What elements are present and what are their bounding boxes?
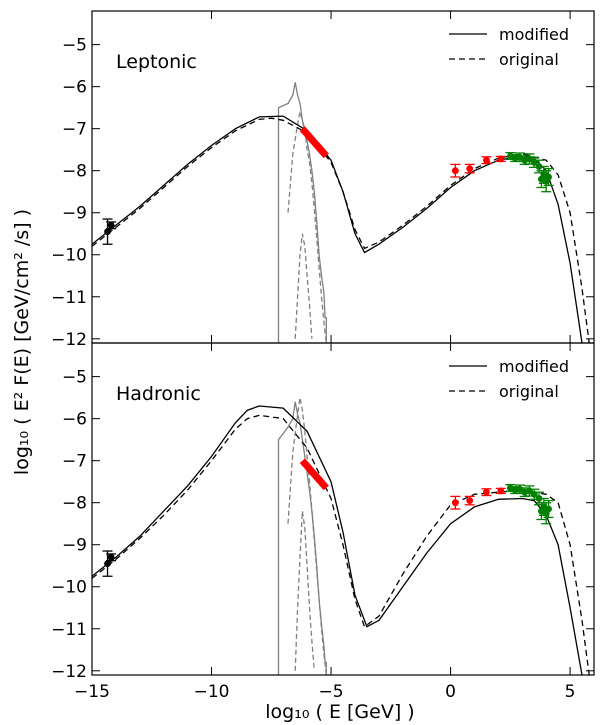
x-tick-label: −15 bbox=[74, 682, 110, 702]
legend: modified original bbox=[449, 25, 569, 69]
component-curve bbox=[287, 111, 327, 344]
gamma-data-point bbox=[545, 173, 552, 181]
radio-data-point bbox=[104, 228, 111, 236]
y-tick-label: −5 bbox=[62, 368, 87, 388]
component-curve bbox=[294, 233, 313, 339]
y-tick-label: −6 bbox=[62, 410, 87, 430]
xray-data-point bbox=[497, 487, 505, 495]
xray-data-point bbox=[483, 156, 490, 164]
xray-data-point bbox=[497, 155, 505, 163]
xray-data-point bbox=[466, 497, 474, 504]
xray-data-point bbox=[483, 488, 490, 496]
panel-label: Leptonic bbox=[116, 51, 197, 73]
component-curve bbox=[277, 82, 327, 343]
panel-hadronic: −12 −11 −10 −9 −8 −7 −6 −5 −15 −10 −5 0 5 Hadronic mod… bbox=[51, 342, 595, 702]
y-tick-label: −7 bbox=[62, 120, 87, 140]
legend: modified original bbox=[449, 357, 569, 401]
series-modified-line bbox=[91, 115, 583, 344]
optical-bowtie bbox=[299, 458, 329, 491]
y-tick-label: −11 bbox=[51, 288, 87, 308]
y-tick-label: −7 bbox=[62, 452, 87, 472]
x-tick-label: −10 bbox=[194, 682, 230, 702]
y-axis-label: log₁₀ ( E² F(E) [GeV/cm² /s] ) bbox=[11, 209, 33, 475]
xray-data-point bbox=[451, 167, 459, 175]
y-tick-label: −12 bbox=[51, 662, 87, 682]
y-tick-label: −10 bbox=[51, 578, 87, 598]
legend-label: modified bbox=[499, 25, 569, 44]
y-tick-label: −12 bbox=[51, 330, 87, 350]
series-modified-line bbox=[91, 405, 583, 676]
legend-label: modified bbox=[499, 357, 569, 376]
radio-data-point bbox=[104, 560, 111, 568]
legend-label: original bbox=[499, 50, 559, 69]
y-tick-label: −10 bbox=[51, 246, 87, 266]
panel-label: Hadronic bbox=[116, 383, 201, 405]
legend-label: original bbox=[499, 382, 559, 401]
x-tick-label: 5 bbox=[565, 682, 576, 702]
y-tick-label: −5 bbox=[62, 36, 87, 56]
x-tick-label: 0 bbox=[445, 682, 456, 702]
y-tick-label: −6 bbox=[62, 78, 87, 98]
y-tick-label: −9 bbox=[62, 204, 87, 224]
gamma-data-point bbox=[545, 505, 552, 513]
plot-frame bbox=[91, 342, 595, 676]
component-curve bbox=[287, 397, 327, 676]
y-tick-label: −11 bbox=[51, 620, 87, 640]
radio-data-point bbox=[107, 553, 115, 561]
optical-bowtie bbox=[299, 126, 329, 159]
series-original-line bbox=[91, 117, 590, 344]
radio-data-point bbox=[107, 221, 115, 229]
component-curve bbox=[277, 401, 327, 675]
x-axis-label: log₁₀ ( E [GeV] ) bbox=[265, 701, 414, 723]
y-tick-label: −8 bbox=[62, 162, 87, 182]
panel-leptonic: −12 −11 −10 −9 −8 −7 −6 −5 Leptonic modified origi… bbox=[51, 10, 595, 350]
component-curve bbox=[294, 511, 315, 671]
xray-data-point bbox=[466, 165, 474, 172]
series-original-line bbox=[91, 414, 590, 676]
x-tick-label: −5 bbox=[319, 682, 344, 702]
y-tick-label: −8 bbox=[62, 494, 87, 514]
y-tick-label: −9 bbox=[62, 536, 87, 556]
xray-data-point bbox=[451, 499, 459, 507]
